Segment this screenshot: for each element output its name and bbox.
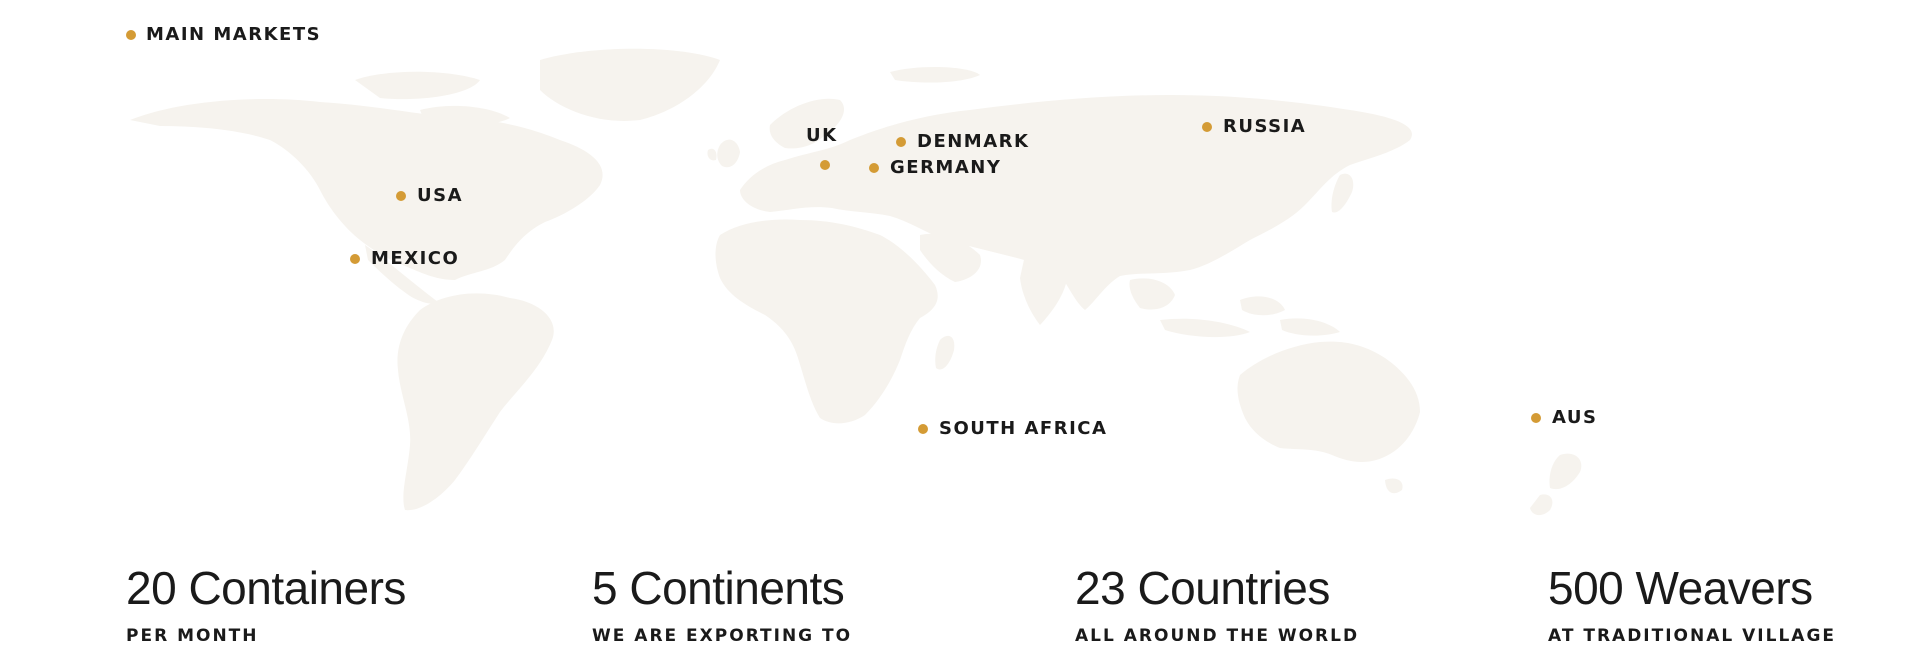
stat-weavers: 500 Weavers AT TRADITIONAL VILLAGE: [1548, 560, 1836, 646]
marker-south-africa[interactable]: SOUTH AFRICA: [918, 418, 1107, 439]
legend-dot: [126, 29, 136, 40]
landmass-madagascar: [935, 335, 955, 370]
marker-dot: [1202, 121, 1212, 132]
marker-dot: [869, 162, 879, 173]
landmass-scandinavia: [769, 98, 845, 149]
landmass-central-america: [365, 245, 438, 304]
marker-dot: [1531, 412, 1541, 423]
landmass-africa: [715, 219, 938, 424]
stat-continents: 5 Continents WE ARE EXPORTING TO: [592, 560, 852, 646]
stat-countries: 23 Countries ALL AROUND THE WORLD: [1075, 560, 1359, 646]
stat-value: 500 Weavers: [1548, 562, 1813, 614]
stat-label: WE ARE EXPORTING TO: [592, 626, 853, 646]
marker-label: DENMARK: [917, 131, 1030, 152]
landmass-north-america: [130, 99, 603, 280]
stats-row: 20 Containers PER MONTH 5 Continents WE …: [0, 560, 1920, 666]
marker-denmark[interactable]: DENMARK: [896, 131, 1029, 152]
map-legend: MAIN MARKETS: [126, 24, 321, 45]
marker-dot: [350, 253, 360, 264]
legend-label: MAIN MARKETS: [146, 24, 322, 45]
marker-label: SOUTH AFRICA: [939, 418, 1108, 439]
marker-dot: [820, 160, 830, 170]
world-map: [130, 48, 1582, 516]
marker-dot: [918, 423, 928, 434]
landmass-india: [1020, 254, 1068, 325]
marker-label: GERMANY: [890, 157, 1002, 178]
marker-aus[interactable]: AUS: [1531, 407, 1597, 428]
marker-uk[interactable]: UK: [806, 125, 836, 174]
landmass-japan: [1331, 173, 1354, 213]
landmass-australia: [1237, 341, 1420, 462]
stat-label: AT TRADITIONAL VILLAGE: [1548, 626, 1837, 646]
landmass-arabia: [920, 233, 981, 282]
landmass-uk: [717, 139, 740, 168]
landmass-new-zealand: [1549, 453, 1582, 490]
marker-germany[interactable]: GERMANY: [869, 157, 1001, 178]
landmass-eurasia: [740, 95, 1412, 310]
landmass-southeast-asia: [1129, 278, 1175, 310]
marker-label: USA: [417, 185, 464, 206]
stat-label: ALL AROUND THE WORLD: [1075, 626, 1360, 646]
marker-label: UK: [806, 125, 838, 146]
stat-value: 23 Countries: [1075, 562, 1330, 614]
marker-label: RUSSIA: [1223, 116, 1307, 137]
landmass-greenland: [540, 48, 720, 121]
stat-value: 20 Containers: [126, 562, 406, 614]
stat-value: 5 Continents: [592, 562, 845, 614]
marker-dot: [896, 136, 906, 147]
marker-dot: [396, 190, 406, 201]
stat-label: PER MONTH: [126, 626, 259, 646]
marker-russia[interactable]: RUSSIA: [1202, 116, 1306, 137]
landmass-arctic-islands: [355, 71, 480, 100]
marker-usa[interactable]: USA: [396, 185, 463, 206]
landmass-south-america: [397, 293, 554, 511]
marker-mexico[interactable]: MEXICO: [350, 248, 459, 269]
marker-label: AUS: [1552, 407, 1598, 428]
stat-containers: 20 Containers PER MONTH: [126, 560, 406, 646]
marker-label: MEXICO: [371, 248, 460, 269]
